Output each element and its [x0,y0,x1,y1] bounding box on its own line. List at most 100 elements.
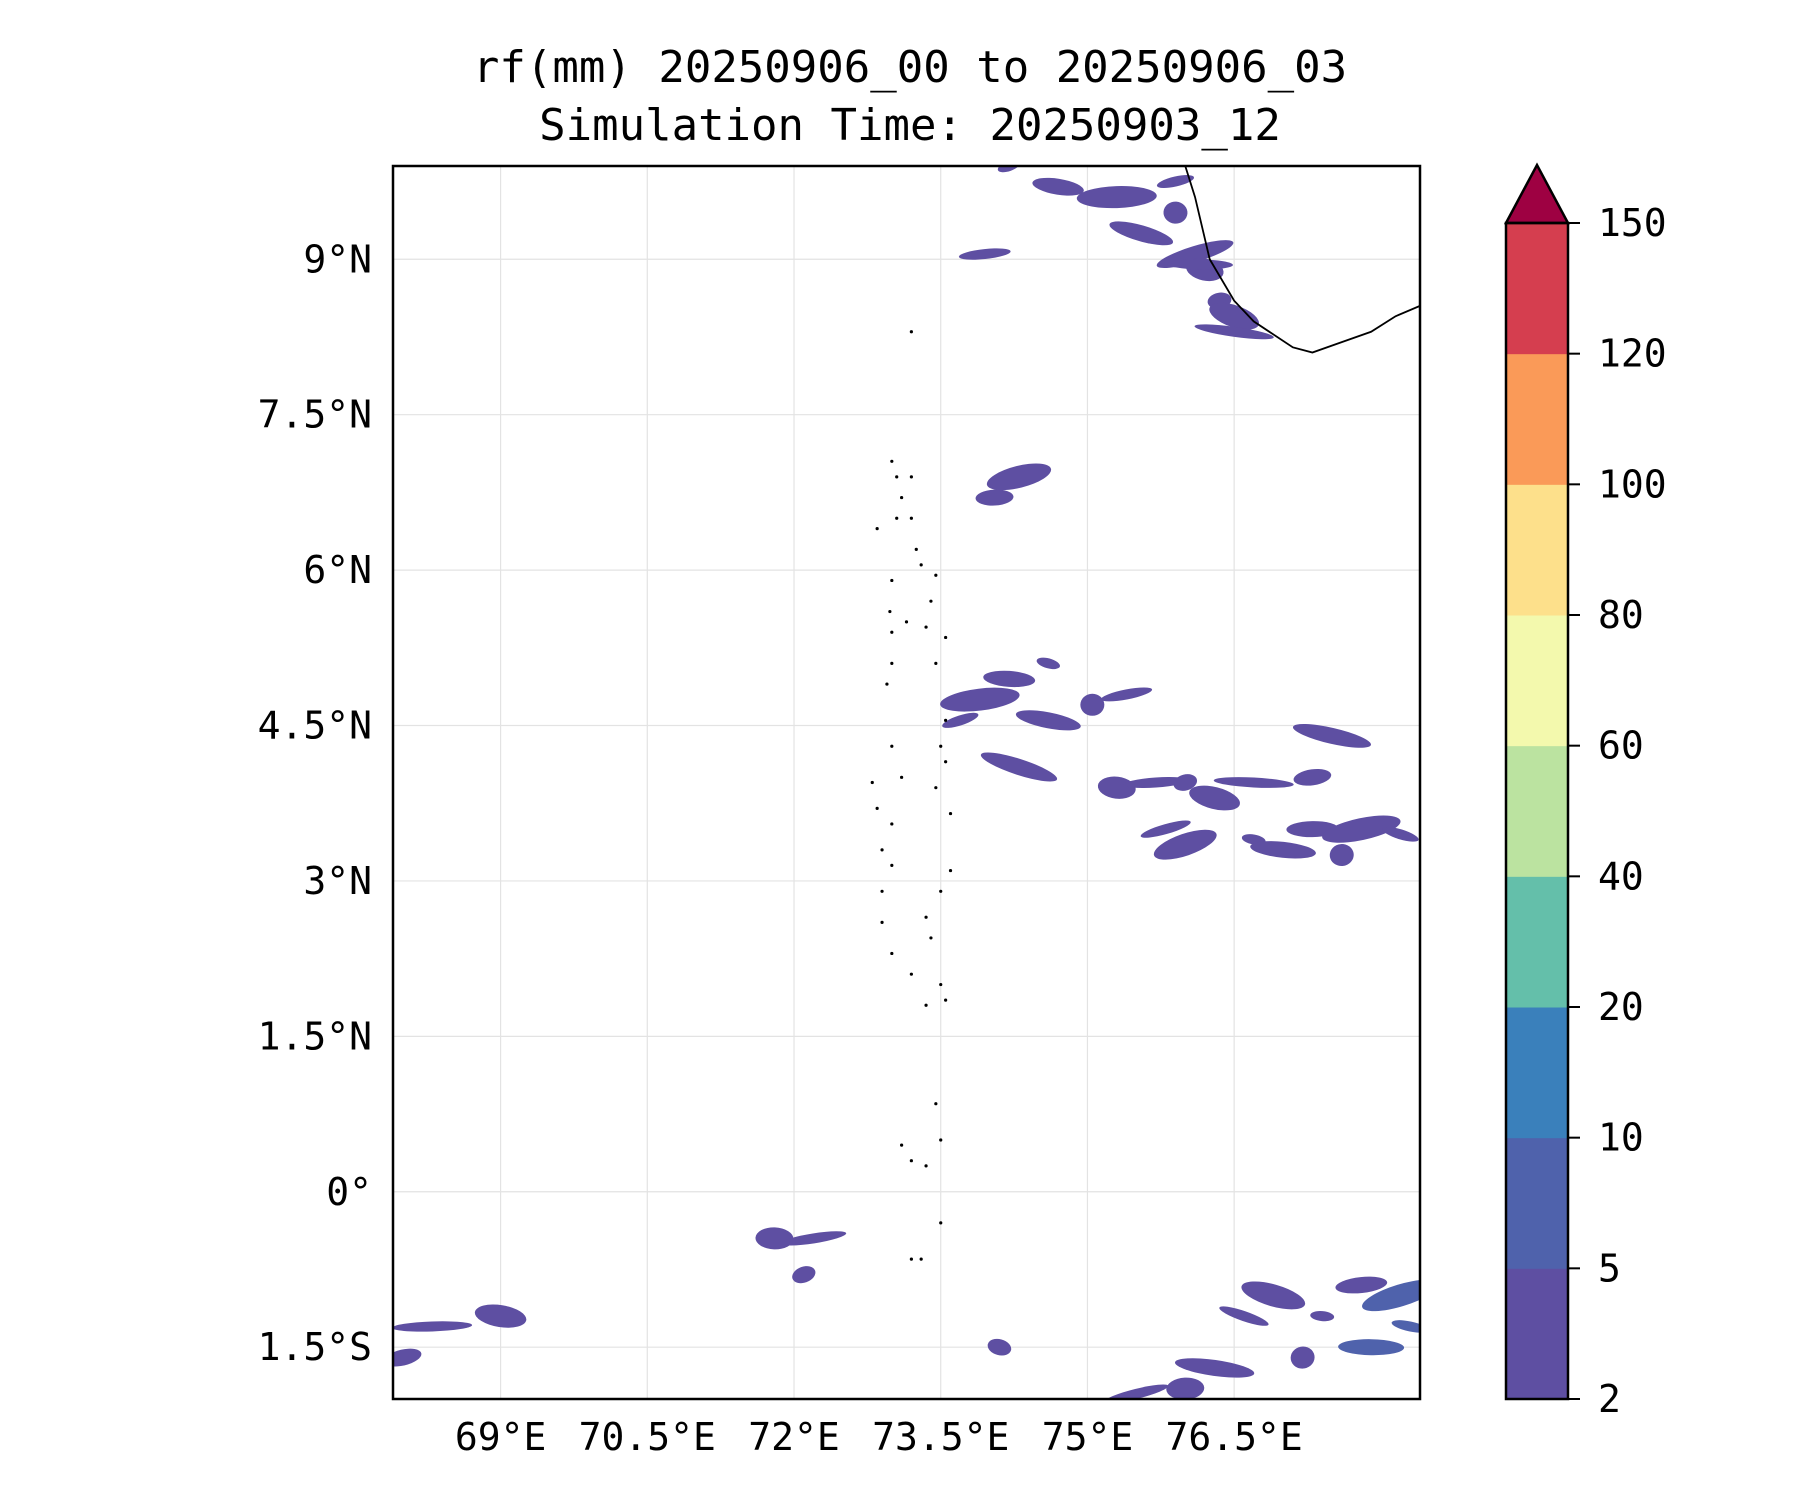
island-dot [939,1221,943,1225]
rain-patch [1036,657,1060,670]
island-dot [948,811,953,816]
island-dot [909,516,913,520]
rain-patch [1015,710,1081,731]
island-dot [934,786,938,790]
map-frame [391,164,1422,1401]
island-dot [948,868,953,873]
rain-patch [1189,785,1240,811]
island-dot [909,1257,913,1261]
rain-patch [1122,777,1189,788]
colorbar-segment [1506,223,1568,355]
india-coastline [1184,166,1420,354]
rain-patch [1322,815,1401,843]
colorbar-segment [1506,876,1568,1008]
island-dot [929,936,933,940]
rain-patch [1174,1358,1255,1378]
colorbar-tick-label: 40 [1598,854,1644,898]
colorbar-segment [1506,1137,1568,1269]
lat-tick-label: 9°N [303,237,372,281]
rain-patch [1163,201,1188,224]
map-subtitle: Simulation Time: 20250903_12 [539,100,1281,151]
island-dot [944,718,948,722]
lon-tick-label: 76.5°E [1166,1415,1303,1459]
island-dot [909,330,913,334]
rain-patch [1166,1377,1205,1399]
rain-patch [1310,1311,1335,1322]
island-dot [895,516,899,520]
island-dot [890,661,894,665]
island-dot [890,578,894,583]
colorbar-ticks: 2 5 10 20 40 60 80 100 120 150 [1568,201,1667,1421]
island-dot [885,682,889,686]
lon-tick-label: 72°E [748,1415,840,1459]
island-dot [880,889,884,893]
rain-patch [1335,1276,1388,1294]
colorbar-tick-label: 100 [1598,462,1667,506]
rain-patch [1382,826,1419,842]
island-dot [870,780,874,785]
island-dot [875,527,879,531]
rain-patch [1101,687,1153,702]
rain-patch [1293,768,1332,786]
colorbar-tick-label: 150 [1598,201,1667,245]
island-dot [939,889,943,893]
island-dot [875,806,879,811]
rain-patch [1156,175,1195,189]
island-dot [890,863,894,867]
axis-ticks: 69°E 70.5°E 72°E 73.5°E 75°E 76.5°E 9°N 7.5°N 6°… [258,237,1303,1459]
rain-patch [1097,776,1136,799]
lon-tick-label: 75°E [1042,1415,1134,1459]
colorbar-frame [1504,221,1570,1401]
island-dot [909,972,913,976]
rain-patch [1076,186,1157,209]
rain-patch [1338,1339,1405,1356]
colorbar-segments [1506,223,1568,1400]
island-dot [904,620,909,624]
rain-patch [1166,259,1233,270]
island-dot [934,573,938,577]
rain-patch [1290,1346,1315,1369]
rain-patch [983,670,1036,688]
colorbar-tick-label: 120 [1598,332,1667,376]
lat-tick-label: 1.5°S [258,1325,372,1369]
island-dot [890,822,894,826]
island-dot [924,625,928,629]
island-dot [929,599,933,603]
lat-tick-label: 4.5°N [258,704,372,748]
island-dot [890,744,894,748]
island-dot [909,475,913,479]
rain-patch [1032,177,1084,196]
rain-patch [1329,844,1354,867]
colorbar-tick-label: 10 [1598,1116,1644,1160]
lat-tick-label: 3°N [303,859,372,903]
rain-patch [1250,841,1316,859]
island-dot [934,1102,938,1106]
colorbar-segment [1506,1268,1568,1400]
rain-patch [1109,221,1174,246]
rain-patch [940,687,1020,712]
rain-patch [1080,693,1105,716]
island-dot [924,915,928,919]
island-dot [919,563,923,567]
island-dot [924,1003,928,1007]
colorbar-segment [1506,745,1568,877]
island-dot [888,609,892,614]
lon-tick-label: 69°E [455,1415,547,1459]
lon-tick-label: 73.5°E [872,1415,1009,1459]
colorbar-tick-label: 80 [1598,593,1644,637]
island-dot [944,998,948,1002]
island-dot [939,1138,943,1142]
lon-tick-label: 70.5°E [579,1415,716,1459]
colorbar-tick-label: 2 [1598,1377,1621,1421]
gridlines [393,166,1420,1399]
rain-patch [1194,324,1274,340]
coastline [870,166,1420,1261]
island-dot [890,459,894,463]
colorbar-tick-label: 5 [1598,1246,1621,1290]
island-dot [919,1257,923,1261]
island-dot [900,775,904,779]
island-dot [939,982,943,987]
colorbar-tick-label: 20 [1598,985,1644,1029]
